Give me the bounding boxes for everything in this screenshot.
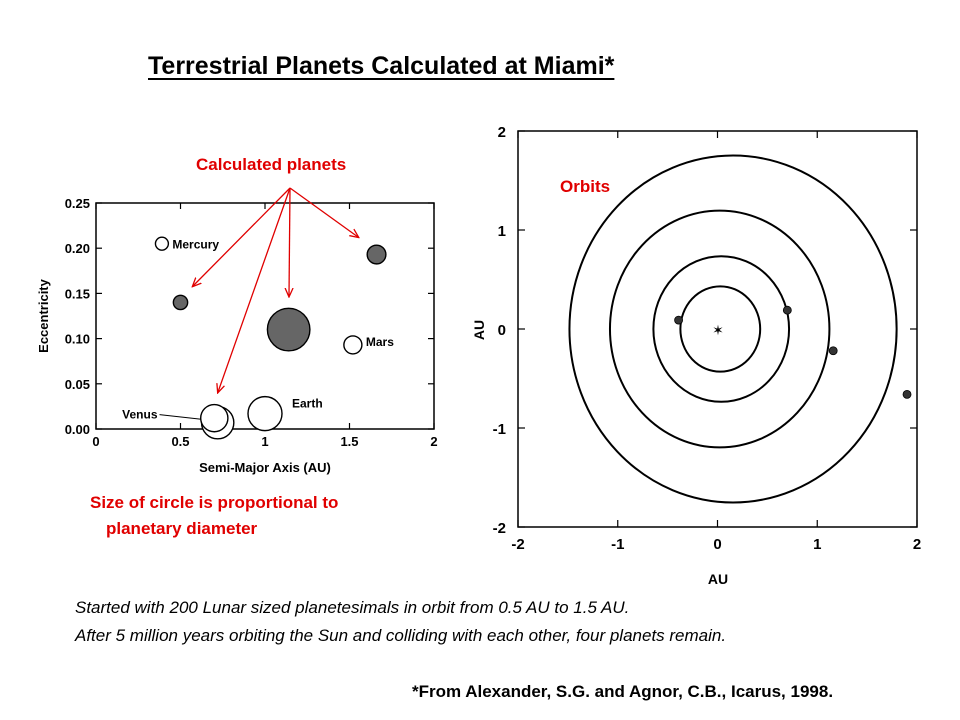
orbit-ellipse <box>652 255 791 403</box>
eccentricity-chart: 0.00 0.05 0.10 0.15 0.20 0.25 0 0.5 1 1.5 2 Mercu… <box>36 196 438 475</box>
orbits-label: Orbits <box>560 177 611 196</box>
eccentricity-x-tick-label: 2 <box>430 434 437 449</box>
planet-point <box>199 403 229 433</box>
calculated-planets-label: Calculated planets <box>196 155 347 174</box>
planet-point-mercury <box>154 236 170 251</box>
arrow-to-calculated-planet-4 <box>218 187 291 392</box>
arrow-to-calculated-planet-1 <box>193 187 291 286</box>
eccentricity-y-tick-label: 0.05 <box>65 377 90 392</box>
eccentricity-x-axis-label: Semi-Major Axis (AU) <box>199 460 331 475</box>
orbit-x-tick-label: 1 <box>813 536 821 553</box>
arrow-to-calculated-planet-3 <box>289 187 358 237</box>
caption-line2: After 5 million years orbiting the Sun a… <box>75 626 727 645</box>
eccentricity-y-tick-label: 0.15 <box>65 286 90 301</box>
orbit-x-axis-label: AU <box>708 571 728 587</box>
sun-icon: ✶ <box>712 322 724 338</box>
citation: *From Alexander, S.G. and Agnor, C.B., I… <box>412 682 834 701</box>
planet-label: Earth <box>292 397 323 411</box>
eccentricity-x-tick-label: 1.5 <box>340 434 358 449</box>
annotation-arrows <box>193 187 358 392</box>
eccentricity-x-tick-label: 1 <box>261 434 268 449</box>
eccentricity-y-tick-label: 0.00 <box>65 422 90 437</box>
orbit-ellipse <box>679 285 762 373</box>
arrow-to-calculated-planet-2 <box>289 187 290 296</box>
planet-label: Mars <box>366 335 394 349</box>
orbit-y-tick-label: -1 <box>493 421 506 438</box>
eccentricity-y-tick-label: 0.25 <box>65 196 90 211</box>
orbit-planet-dot <box>674 315 683 325</box>
orbit-ellipse <box>608 209 831 449</box>
orbit-x-tick-label: 2 <box>913 536 921 553</box>
planet-point-earth <box>247 395 283 432</box>
orbit-x-tick-label: -2 <box>511 536 524 553</box>
orbit-y-tick-label: -2 <box>493 520 506 537</box>
eccentricity-x-tick-label: 0 <box>92 434 99 449</box>
eccentricity-plot-frame <box>95 202 435 430</box>
calculated-planet-point <box>366 244 387 265</box>
eccentricity-y-axis-label: Eccentricity <box>36 278 51 352</box>
orbit-x-tick-label: -1 <box>611 536 624 553</box>
orbit-y-tick-label: 0 <box>498 322 506 339</box>
orbit-y-axis-label: AU <box>471 320 487 340</box>
orbit-planet-dot <box>782 305 792 315</box>
caption-line1: Started with 200 Lunar sized planetesima… <box>75 598 630 617</box>
planet-label: Mercury <box>172 238 219 252</box>
orbit-planet-dot <box>828 346 838 356</box>
calculated-planet-point <box>266 307 311 352</box>
size-note: Size of circle is proportional to planet… <box>90 490 338 542</box>
orbit-x-tick-label: 0 <box>713 536 721 553</box>
orbit-planet-dot <box>902 389 912 399</box>
planet-point-mars <box>343 335 363 355</box>
orbit-ellipse <box>568 154 898 504</box>
eccentricity-x-tick-label: 0.5 <box>171 434 189 449</box>
orbit-y-tick-label: 1 <box>498 223 506 240</box>
size-note-line2: planetary diameter <box>106 519 258 538</box>
page-title: Terrestrial Planets Calculated at Miami* <box>148 52 615 80</box>
size-note-line1: Size of circle is proportional to <box>90 493 339 512</box>
orbit-chart: 2 1 0 -1 -2 -2 -1 0 1 2 ✶ AU AU <box>471 124 921 587</box>
calculated-planet-point <box>172 294 189 311</box>
orbit-y-tick-label: 2 <box>498 124 506 141</box>
eccentricity-y-tick-label: 0.10 <box>65 332 90 347</box>
eccentricity-y-tick-label: 0.20 <box>65 241 90 256</box>
planet-label: Venus <box>122 408 158 422</box>
